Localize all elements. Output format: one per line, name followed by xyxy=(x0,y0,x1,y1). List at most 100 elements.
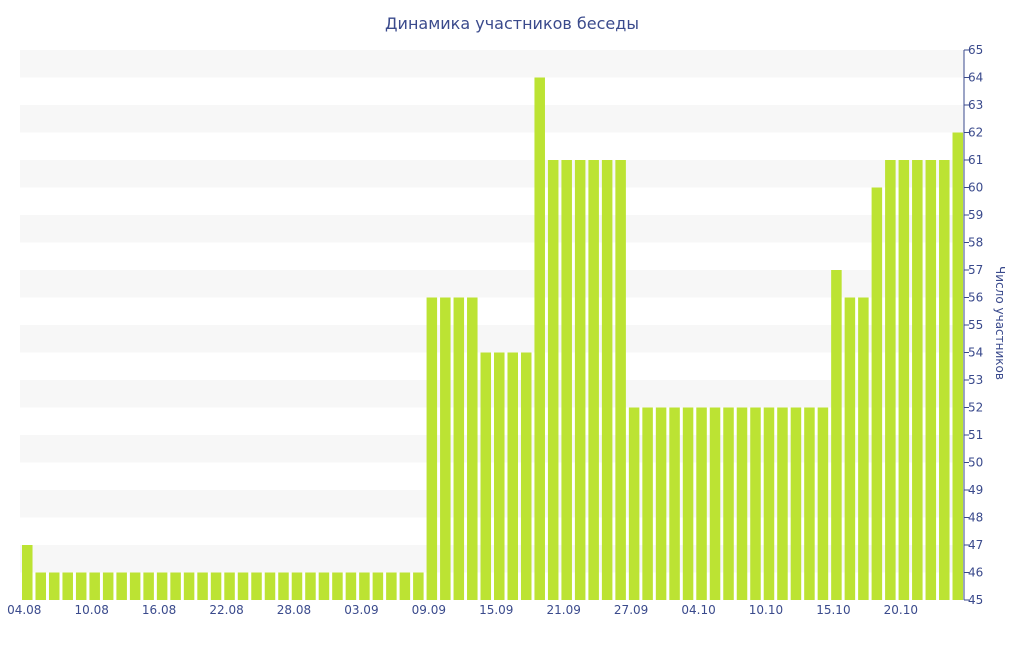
y-tick-label: 50 xyxy=(968,456,983,470)
bar xyxy=(413,572,424,600)
bar xyxy=(480,352,492,600)
bar xyxy=(318,572,330,600)
bar xyxy=(750,407,761,600)
x-tick-label: 09.09 xyxy=(412,603,446,617)
bar xyxy=(858,297,869,600)
bar xyxy=(467,297,478,600)
bar xyxy=(35,572,47,600)
grid-band xyxy=(20,380,964,408)
bar xyxy=(48,572,60,600)
bar xyxy=(912,160,923,600)
bar xyxy=(264,572,276,600)
bar xyxy=(210,572,222,600)
x-tick-label: 10.10 xyxy=(749,603,783,617)
bar xyxy=(89,572,100,600)
bar xyxy=(372,572,384,600)
y-tick-label: 65 xyxy=(968,43,983,57)
x-tick-label: 27.09 xyxy=(614,603,648,617)
bar xyxy=(62,572,73,600)
bar xyxy=(386,572,397,600)
y-tick-label: 48 xyxy=(968,511,983,525)
bar xyxy=(844,297,856,600)
bar xyxy=(709,407,721,600)
bar xyxy=(534,77,545,600)
bar xyxy=(588,160,599,600)
bar xyxy=(197,572,208,600)
bar xyxy=(885,160,896,600)
bar xyxy=(426,297,438,600)
bar xyxy=(22,545,33,600)
grid-band xyxy=(20,270,964,298)
grid-band xyxy=(20,50,964,78)
grid-band xyxy=(20,215,964,243)
y-tick-label: 57 xyxy=(968,263,983,277)
x-axis-ticks: 04.08 10.08 16.08 22.08 28.08 03.09 09.09 15.09… xyxy=(7,603,918,617)
y-tick-label: 49 xyxy=(968,483,983,497)
bar xyxy=(669,407,680,600)
y-tick-label: 59 xyxy=(968,208,983,222)
bar xyxy=(723,407,734,600)
bar xyxy=(871,187,883,600)
bar xyxy=(143,572,154,600)
grid-band xyxy=(20,325,964,353)
bar xyxy=(345,572,357,600)
x-tick-label: 21.09 xyxy=(547,603,581,617)
x-tick-label: 10.08 xyxy=(75,603,109,617)
bar xyxy=(561,160,572,600)
y-tick-label: 58 xyxy=(968,236,983,250)
x-tick-label: 04.10 xyxy=(681,603,715,617)
x-tick-label: 04.08 xyxy=(7,603,41,617)
y-tick-label: 51 xyxy=(968,428,983,442)
bar xyxy=(601,160,613,600)
y-tick-label: 60 xyxy=(968,181,983,195)
bar xyxy=(790,407,802,600)
bar xyxy=(359,572,370,600)
x-tick-label: 20.10 xyxy=(884,603,918,617)
y-tick-label: 53 xyxy=(968,373,983,387)
bar xyxy=(494,352,505,600)
bar xyxy=(736,407,748,600)
bar xyxy=(332,572,343,600)
y-tick-label: 52 xyxy=(968,401,983,415)
bar xyxy=(547,160,559,600)
bar xyxy=(939,160,950,600)
x-tick-label: 03.09 xyxy=(344,603,378,617)
x-tick-label: 28.08 xyxy=(277,603,311,617)
y-tick-label: 55 xyxy=(968,318,983,332)
bar xyxy=(831,270,842,600)
bar xyxy=(763,407,775,600)
bar xyxy=(453,297,465,600)
bar xyxy=(251,572,262,600)
y-tick-label: 54 xyxy=(968,346,983,360)
bar xyxy=(291,572,303,600)
grid-band xyxy=(20,105,964,133)
x-tick-label: 22.08 xyxy=(209,603,243,617)
y-tick-label: 62 xyxy=(968,126,983,140)
bar xyxy=(817,407,829,600)
bar xyxy=(237,572,249,600)
y-tick-label: 63 xyxy=(968,98,983,112)
bar xyxy=(183,572,195,600)
bar xyxy=(305,572,316,600)
bar xyxy=(898,160,910,600)
bars xyxy=(22,77,964,600)
bar xyxy=(628,407,640,600)
y-tick-label: 61 xyxy=(968,153,983,167)
y-tick-label: 46 xyxy=(968,566,983,580)
bar xyxy=(75,572,87,600)
bar xyxy=(696,407,707,600)
bar xyxy=(655,407,667,600)
bar xyxy=(129,572,141,600)
x-tick-label: 15.10 xyxy=(816,603,850,617)
bar xyxy=(507,352,519,600)
bar xyxy=(777,407,788,600)
y-tick-label: 45 xyxy=(968,593,983,607)
bar xyxy=(952,132,964,600)
bar xyxy=(682,407,694,600)
y-axis-ticks: 45 46 47 48 49 50 51 52 53 54 55 56 57 58 59 60 61 62 63 64… xyxy=(964,43,983,607)
bar xyxy=(574,160,586,600)
y-tick-label: 47 xyxy=(968,538,983,552)
bar xyxy=(615,160,626,600)
bar xyxy=(804,407,815,600)
y-tick-label: 64 xyxy=(968,71,983,85)
